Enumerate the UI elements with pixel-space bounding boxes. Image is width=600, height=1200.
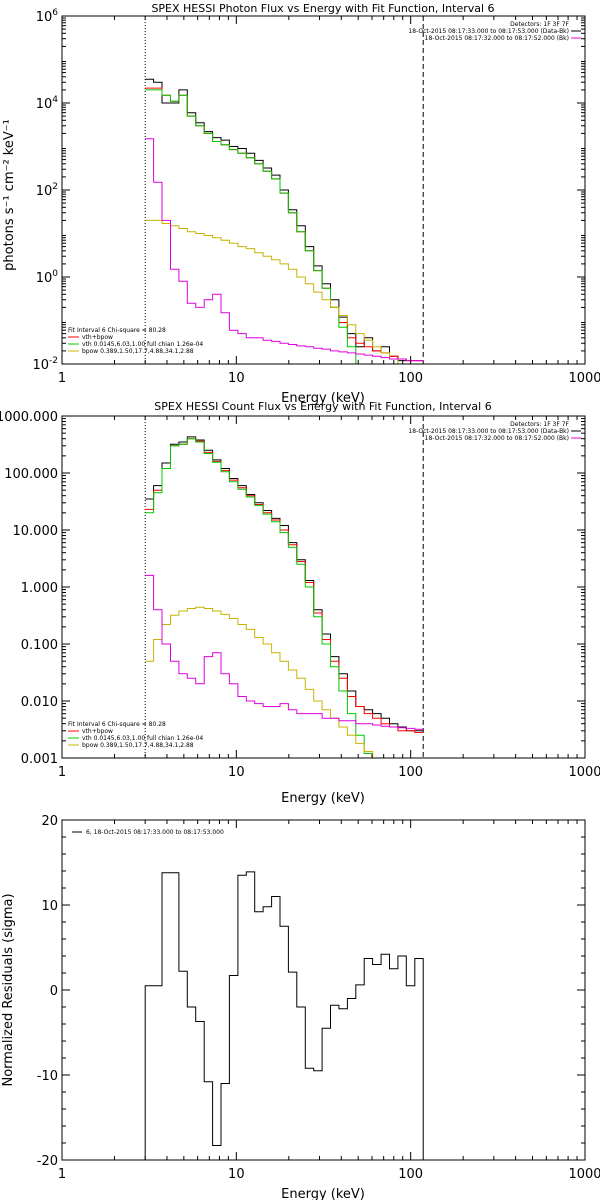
photon-flux-panel: SPEX HESSI Photon Flux vs Energy with Fi… (2, 2, 600, 406)
photon-panel-title: SPEX HESSI Photon Flux vs Energy with Fi… (151, 2, 494, 15)
x-tick-label: 10 (228, 1167, 245, 1182)
count-panel-xlabel: Energy (keV) (281, 791, 365, 806)
x-tick-label: 1000 (568, 1167, 600, 1182)
photon-panel-ylabel: photons s⁻¹ cm⁻² keV⁻¹ (2, 119, 17, 271)
y-tick-label: 106 (36, 8, 59, 25)
legend-bottom-left-entry: vth 0.0145,6.03,1.00 full chian 1.26e-04 (82, 341, 203, 348)
residuals-panel: 1 10 100 1000 -20 -10 0 10 20 6, 18-Oct-2015 08:… (1, 814, 600, 1200)
y-tick-label: -10 (37, 1069, 58, 1084)
y-tick-label: 0.010 (21, 695, 58, 710)
series-line-4 (145, 574, 424, 730)
legend-top-right-entry: 18-Oct-2015 08:17:33.000 to 08:17:53.000… (408, 428, 569, 435)
y-tick-label: 0.001 (21, 752, 58, 767)
legend-bottom-left-entry: vth 0.0145,6.03,1.00 full chian 1.26e-04 (82, 735, 203, 742)
x-tick-label: 100 (398, 371, 423, 386)
y-tick-label: 1.000 (21, 581, 58, 596)
y-tick-label: 100.000 (4, 467, 58, 482)
x-tick-label: 100 (398, 765, 423, 780)
y-tick-label: 20 (41, 814, 58, 829)
y-tick-label: -20 (37, 1154, 58, 1169)
series-line-0 (144, 871, 424, 1160)
x-tick-label: 1 (58, 371, 66, 386)
legend-top-right-entry: 18-Oct-2015 08:17:32.000 to 08:17:52.000… (425, 35, 569, 42)
series-line-3 (145, 219, 407, 364)
residuals-panel-xlabel: Energy (keV) (281, 1187, 365, 1200)
photon-panel-xlabel: Energy (keV) (281, 391, 365, 406)
x-tick-label: 10 (228, 371, 245, 386)
x-tick-label: 1000 (568, 371, 600, 386)
legend-bottom-left-entry: bpow 0.389,1.50,17.7,4.88,34.1,2.88 (82, 742, 194, 749)
legend-top-right-entry: Detectors: 1F 3F 7F (510, 421, 569, 428)
x-tick-label: 100 (398, 1167, 423, 1182)
residuals-panel-ylabel: Normalized Residuals (sigma) (1, 893, 16, 1086)
y-tick-label: 100 (36, 269, 59, 286)
y-tick-label: 104 (36, 95, 59, 112)
x-tick-label: 1000 (568, 765, 600, 780)
legend-bottom-left-entry: bpow 0.389,1.50,17.7,4.88,34.1,2.88 (82, 348, 194, 355)
legend-top-left-entry: 6, 18-Oct-2015 08:17:33.000 to 08:17:53.… (86, 829, 224, 836)
y-tick-label: 102 (36, 182, 58, 199)
y-tick-label: 0 (50, 984, 58, 999)
y-tick-label: 10-2 (32, 356, 58, 373)
legend-top-right-entry: 18-Oct-2015 08:17:33.000 to 08:17:53.000… (408, 28, 569, 35)
x-tick-label: 1 (58, 765, 66, 780)
series-line-3 (145, 606, 382, 758)
count-flux-panel: SPEX HESSI Count Flux vs Energy with Fit… (0, 400, 600, 806)
legend-bottom-left-entry: vth+bpow (82, 334, 113, 341)
x-tick-label: 10 (228, 765, 245, 780)
y-tick-label: 0.100 (21, 638, 58, 653)
legend-bottom-left-entry: Fit Interval 6 Chi-square = 80.28 (68, 327, 166, 334)
y-tick-label: 10 (41, 899, 58, 914)
y-tick-label: 1000.000 (0, 410, 58, 425)
count-panel-title: SPEX HESSI Count Flux vs Energy with Fit… (154, 400, 491, 413)
x-tick-label: 1 (58, 1167, 66, 1182)
y-tick-label: 10.000 (13, 524, 59, 539)
legend-top-right-entry: 18-Oct-2015 08:17:32.000 to 08:17:52.000… (425, 435, 569, 442)
legend-top-right-entry: Detectors: 1F 3F 7F (510, 21, 569, 28)
series-line-4 (145, 138, 424, 362)
legend-bottom-left-entry: Fit Interval 6 Chi-square = 80.28 (68, 721, 166, 728)
legend-bottom-left-entry: vth+bpow (82, 728, 113, 735)
